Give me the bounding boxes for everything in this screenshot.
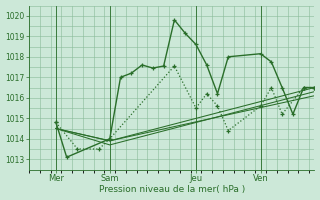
X-axis label: Pression niveau de la mer( hPa ): Pression niveau de la mer( hPa ) (99, 185, 245, 194)
